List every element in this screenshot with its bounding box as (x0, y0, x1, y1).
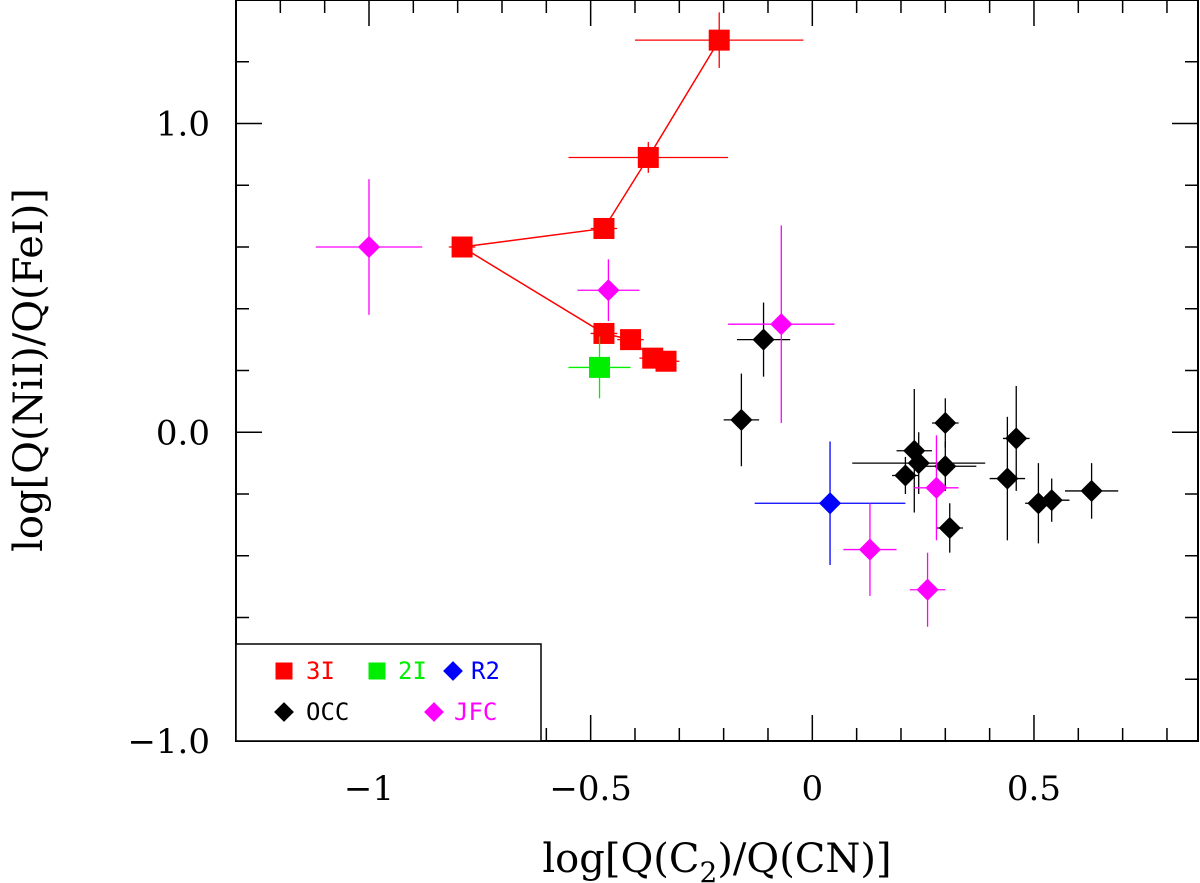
data-point (589, 356, 611, 378)
axis-ticks (235, 0, 1198, 742)
series-occ (723, 302, 1119, 553)
series-3i (448, 12, 804, 372)
legend-marker (424, 702, 444, 722)
data-series (315, 12, 1119, 627)
data-point (934, 455, 957, 478)
y-axis-label: log[Q(NiI)/Q(FeI)] (6, 188, 52, 552)
y-tick-label: −1.0 (127, 722, 210, 762)
data-point (708, 29, 730, 51)
data-point (655, 350, 677, 372)
data-point (818, 492, 842, 515)
data-point (752, 328, 775, 351)
legend-marker (275, 662, 293, 680)
legend-item-2i: 2I (368, 657, 427, 685)
tick-labels: −1 −0.5 0 0.5 −1.0 0.0 1.0 (127, 105, 1061, 810)
data-point (593, 217, 615, 239)
data-point (451, 236, 473, 258)
data-point (858, 538, 882, 561)
legend-label: R2 (471, 657, 500, 685)
x-tick-label: −1 (344, 769, 394, 809)
data-point (637, 146, 659, 168)
y-tick-label: 0.0 (156, 413, 210, 453)
legend-marker (443, 661, 463, 681)
legend-box (235, 643, 542, 742)
legend-item-3i: 3I (275, 657, 335, 685)
legend-marker (274, 702, 294, 722)
data-point (597, 279, 620, 302)
series-jfc (315, 179, 959, 627)
x-axis-label: log[Q(C2)/Q(CN)] (542, 836, 891, 883)
data-point (1080, 479, 1103, 502)
legend-item-jfc: JFC (424, 698, 497, 726)
series-2i (568, 336, 631, 399)
data-point (907, 452, 930, 475)
data-point (593, 322, 615, 344)
data-point (1005, 427, 1028, 450)
data-point (938, 516, 961, 540)
legend-label: JFC (454, 698, 497, 726)
data-point (770, 313, 793, 336)
series-line (459, 39, 720, 362)
x-tick-label: 0.5 (1007, 769, 1061, 809)
legend: 3I 2I R2 OCC JFC (235, 643, 542, 742)
series-r2 (754, 441, 906, 566)
data-point (730, 408, 753, 431)
data-point (996, 467, 1019, 490)
legend-item-r2: R2 (443, 657, 500, 685)
legend-marker (368, 662, 386, 680)
y-tick-label: 1.0 (156, 105, 210, 145)
data-point (934, 411, 957, 435)
data-point (894, 464, 917, 487)
data-point (357, 235, 381, 259)
legend-label: OCC (306, 698, 349, 726)
legend-item-occ: OCC (274, 698, 349, 726)
x-tick-label: −0.5 (549, 769, 632, 809)
data-point (620, 329, 642, 351)
data-point (1040, 489, 1063, 512)
x-tick-label: 0 (801, 769, 823, 809)
data-point (925, 476, 948, 499)
plot-frame (235, 0, 1199, 742)
data-point (916, 578, 939, 601)
legend-label: 2I (398, 657, 427, 685)
legend-label: 3I (306, 657, 335, 685)
